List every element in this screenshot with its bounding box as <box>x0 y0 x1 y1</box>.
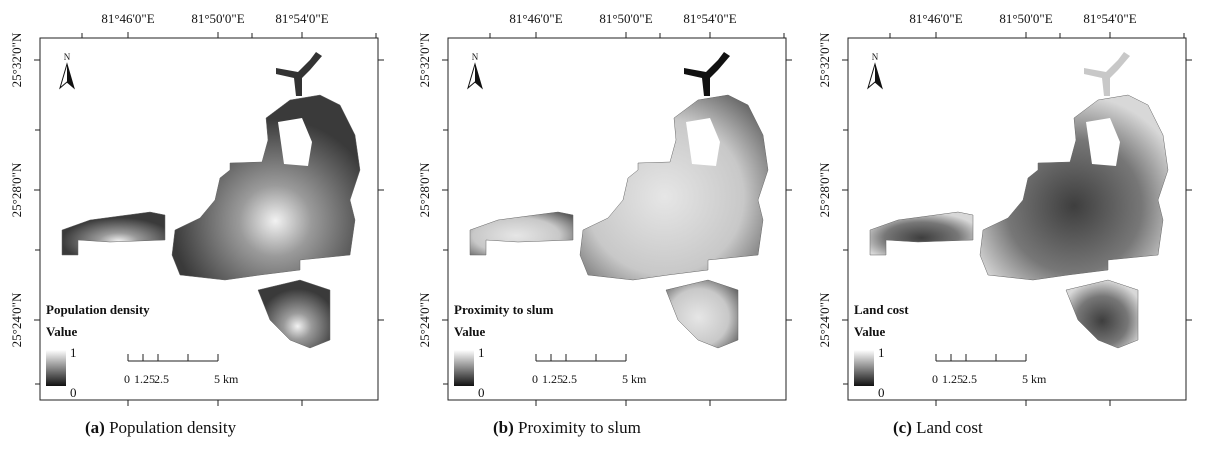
x-tick-label: 81°50'0"E <box>999 11 1052 26</box>
scale-label: 5 km <box>622 372 647 386</box>
north-label: N <box>472 52 479 62</box>
map-frame <box>447 37 787 401</box>
caption-letter: (c) <box>893 418 912 437</box>
map-region <box>276 52 322 96</box>
scale-label: 1.25 <box>542 372 563 386</box>
map-region <box>665 279 739 349</box>
map-frame <box>39 37 379 401</box>
scale-label: 0 <box>124 372 130 386</box>
scale-label: 0 <box>532 372 538 386</box>
legend-min: 0 <box>878 385 885 400</box>
scale-label: 2.5 <box>562 372 577 386</box>
map-region <box>257 279 331 349</box>
x-tick-label: 81°50'0"E <box>191 11 244 26</box>
north-arrow <box>475 64 482 88</box>
legend-subtitle: Value <box>854 324 886 339</box>
caption: (a) Population density <box>85 418 237 437</box>
scale-label: 1.25 <box>942 372 963 386</box>
legend-min: 0 <box>70 385 77 400</box>
map-frame <box>847 37 1187 401</box>
map-panel: 81°46'0"E 81°50'0"E 81°54'0"E 25°32'0"N 25°2… <box>817 11 1192 437</box>
caption: (c) Land cost <box>893 418 983 437</box>
y-tick-label: 25°24'0"N <box>417 292 432 347</box>
map-region <box>579 94 769 281</box>
legend-subtitle: Value <box>454 324 486 339</box>
scale-label: 1.25 <box>134 372 155 386</box>
map-panel: 81°46'0"E 81°50'0"E 81°54'0"E 25°32'0"N 25°2… <box>9 11 384 437</box>
scale-label: 5 km <box>1022 372 1047 386</box>
map-notch <box>1086 118 1120 166</box>
caption-text: Land cost <box>916 418 983 437</box>
north-label: N <box>64 52 71 62</box>
caption-letter: (b) <box>493 418 514 437</box>
y-tick-label: 25°28'0"N <box>817 162 832 217</box>
legend-ramp <box>454 350 474 386</box>
scale-label: 5 km <box>214 372 239 386</box>
north-label: N <box>872 52 879 62</box>
map-notch <box>278 118 312 166</box>
legend-ramp <box>854 350 874 386</box>
map-region <box>1065 279 1139 349</box>
legend-max: 1 <box>478 345 485 360</box>
caption-text: Proximity to slum <box>518 418 641 437</box>
x-tick-label: 81°54'0"E <box>1083 11 1136 26</box>
scale-label: 0 <box>932 372 938 386</box>
map-region <box>979 94 1169 281</box>
scale-label: 2.5 <box>154 372 169 386</box>
map-region <box>869 211 974 256</box>
legend-subtitle: Value <box>46 324 78 339</box>
north-arrow <box>67 64 74 88</box>
x-tick-label: 81°54'0"E <box>683 11 736 26</box>
y-tick-label: 25°28'0"N <box>417 162 432 217</box>
x-tick-label: 81°46'0"E <box>509 11 562 26</box>
legend-max: 1 <box>70 345 77 360</box>
x-tick-label: 81°54'0"E <box>275 11 328 26</box>
legend-max: 1 <box>878 345 885 360</box>
caption-text: Population density <box>109 418 237 437</box>
caption: (b) Proximity to slum <box>493 418 641 437</box>
map-region <box>684 52 730 96</box>
y-tick-label: 25°32'0"N <box>9 32 24 87</box>
map-region <box>61 211 166 256</box>
y-tick-label: 25°24'0"N <box>9 292 24 347</box>
map-panel: 81°46'0"E 81°50'0"E 81°54'0"E 25°32'0"N 25°2… <box>417 11 792 437</box>
x-tick-label: 81°46'0"E <box>909 11 962 26</box>
legend-title: Land cost <box>854 302 909 317</box>
legend-title: Population density <box>46 302 150 317</box>
caption-letter: (a) <box>85 418 105 437</box>
map-region <box>1084 52 1130 96</box>
legend-ramp <box>46 350 66 386</box>
map-region <box>171 94 361 281</box>
scale-label: 2.5 <box>962 372 977 386</box>
y-tick-label: 25°32'0"N <box>417 32 432 87</box>
map-region <box>469 211 574 256</box>
north-arrow <box>875 64 882 88</box>
x-tick-label: 81°46'0"E <box>101 11 154 26</box>
legend-min: 0 <box>478 385 485 400</box>
map-notch <box>686 118 720 166</box>
y-tick-label: 25°24'0"N <box>817 292 832 347</box>
y-tick-label: 25°32'0"N <box>817 32 832 87</box>
y-tick-label: 25°28'0"N <box>9 162 24 217</box>
x-tick-label: 81°50'0"E <box>599 11 652 26</box>
legend-title: Proximity to slum <box>454 302 554 317</box>
